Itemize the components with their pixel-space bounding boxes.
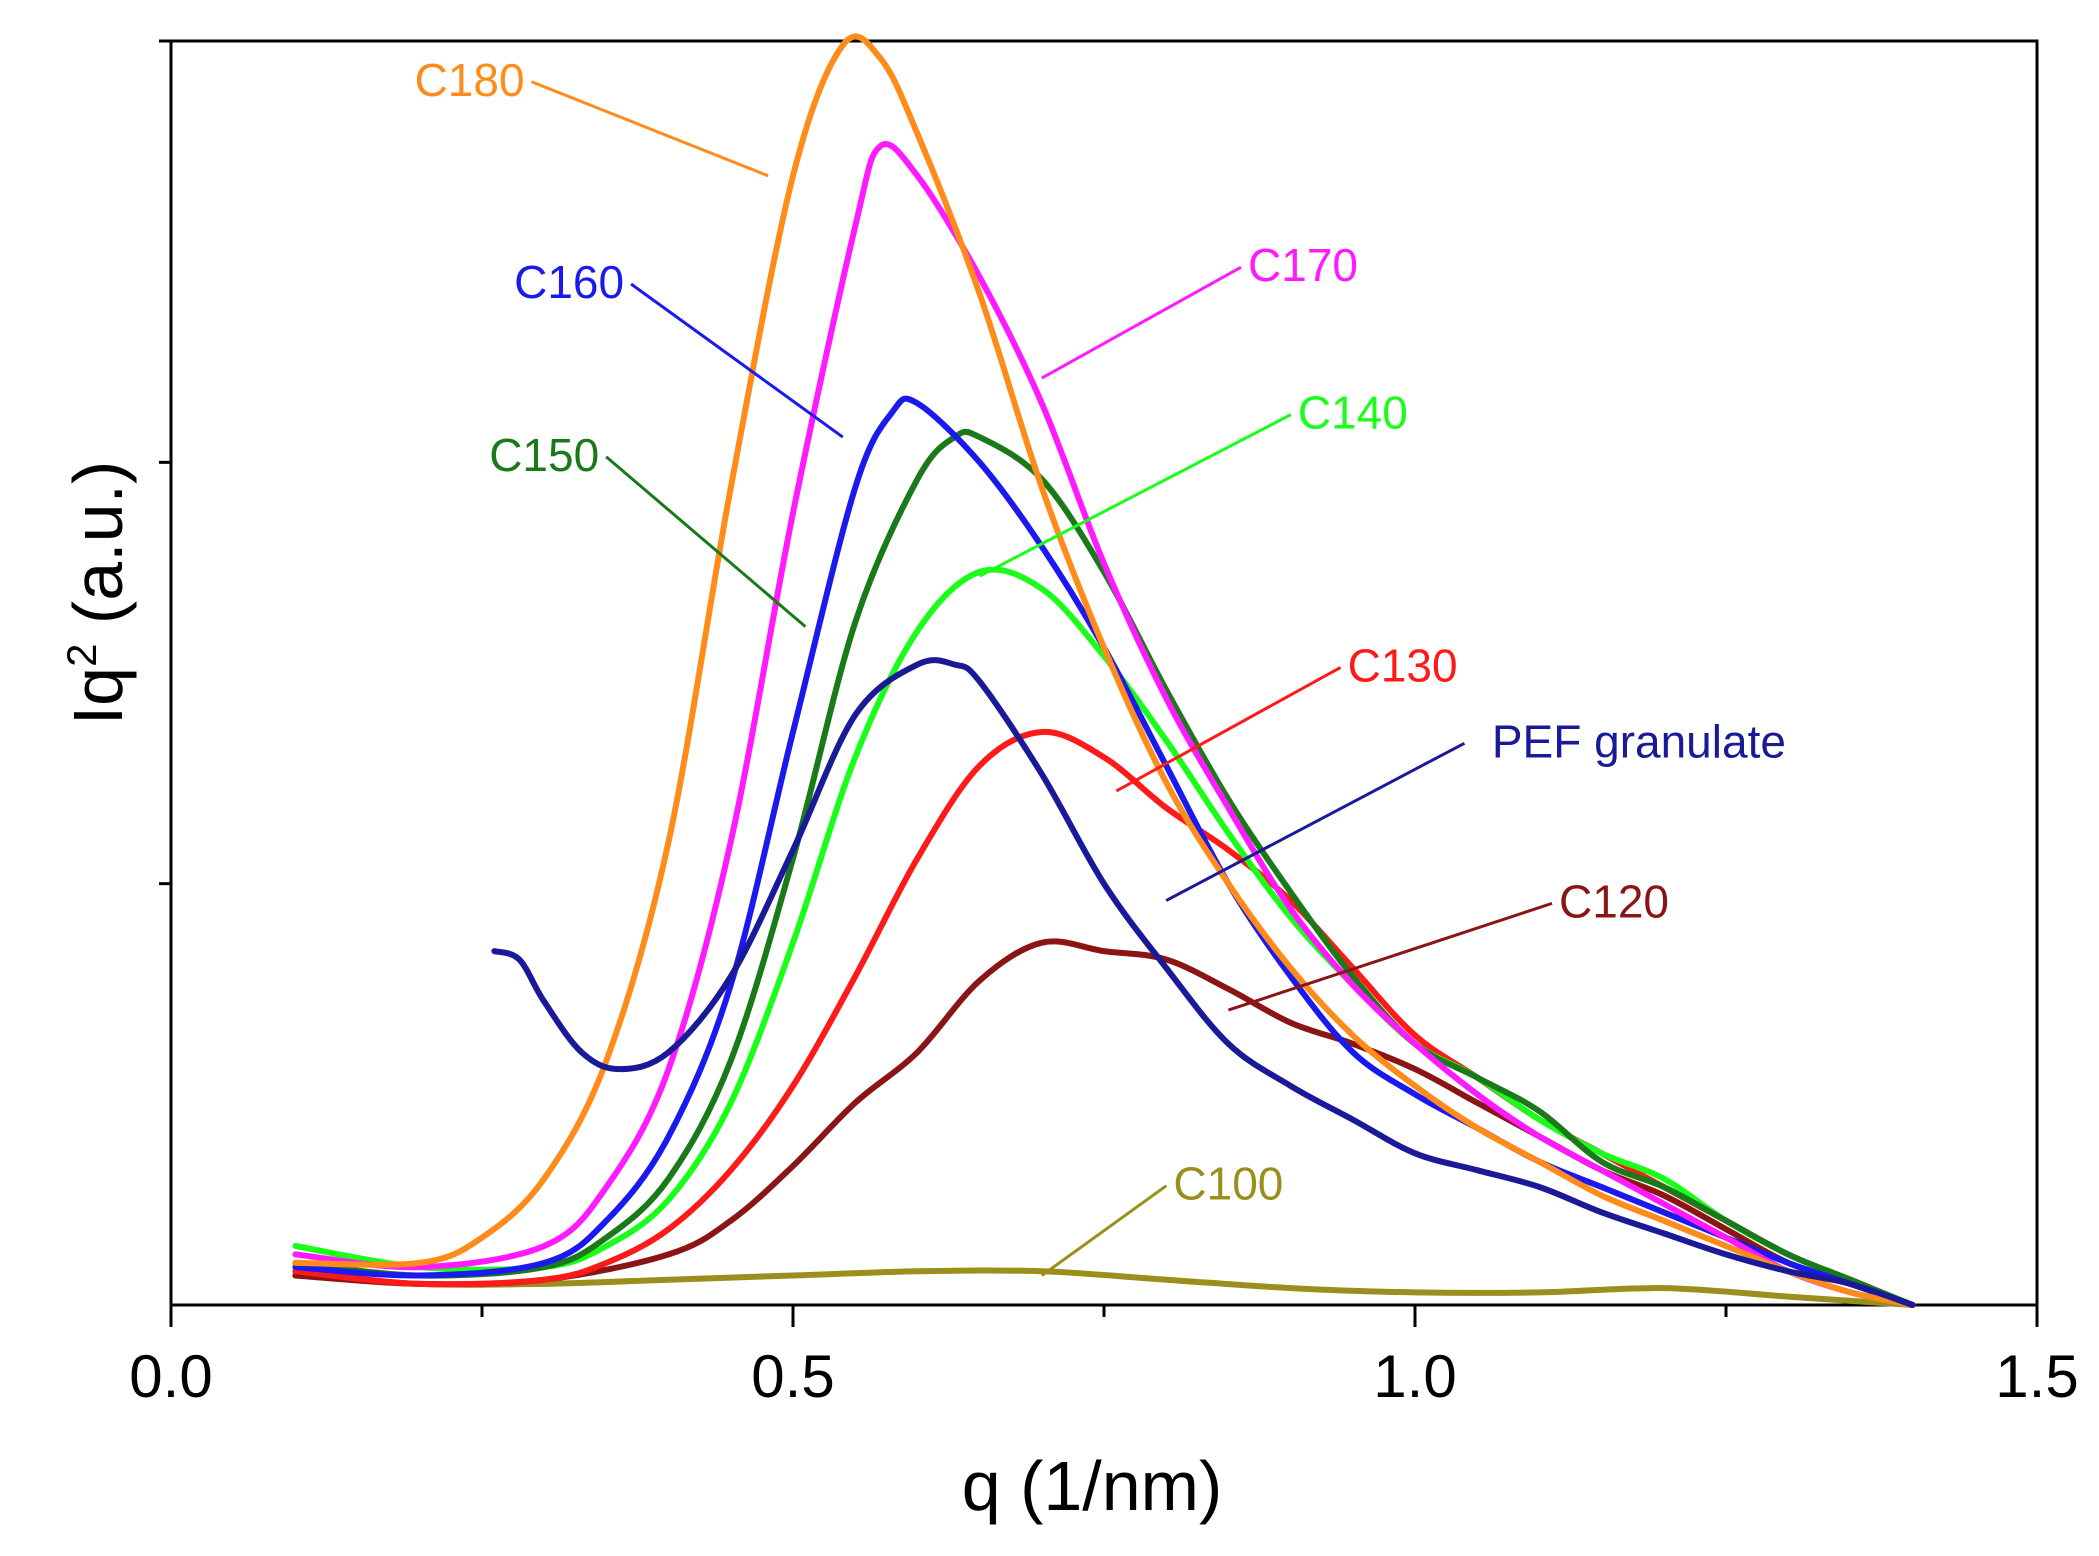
leader-line-c140 bbox=[978, 413, 1292, 578]
x-tick-label: 1.0 bbox=[1373, 1343, 1456, 1410]
y-axis-title-superscript: 2 bbox=[58, 644, 105, 667]
x-axis-title: q (1/nm) bbox=[962, 1447, 1223, 1525]
series-line-c150 bbox=[292, 428, 1916, 1308]
plot-area-border bbox=[169, 39, 2039, 1307]
series-label-c160: C160 bbox=[514, 256, 624, 308]
series-line-c130 bbox=[292, 728, 1916, 1308]
series-label-c120: C120 bbox=[1559, 875, 1669, 927]
series-label-c100: C100 bbox=[1173, 1158, 1283, 1210]
series-label-c140: C140 bbox=[1298, 387, 1408, 439]
series-label-c150: C150 bbox=[489, 429, 599, 481]
leader-line-pef-granulate bbox=[1165, 741, 1466, 902]
y-axis-title: Iq2 (a.u.) bbox=[58, 461, 137, 726]
series-line-pef-granulate bbox=[491, 657, 1916, 1308]
leader-line-c100 bbox=[1040, 1184, 1168, 1277]
series-label-c130: C130 bbox=[1348, 639, 1458, 691]
label-leaders bbox=[531, 80, 1553, 1277]
axis-ticks bbox=[159, 39, 2039, 1327]
x-tick-label: 0.0 bbox=[129, 1343, 212, 1410]
y-axis-title-rest: (a.u.) bbox=[59, 461, 137, 644]
series-line-c160 bbox=[292, 395, 1916, 1308]
leader-line-c150 bbox=[605, 455, 807, 628]
series-line-c140 bbox=[292, 566, 1916, 1308]
leader-line-c130 bbox=[1115, 666, 1342, 793]
leader-line-c180 bbox=[531, 80, 769, 178]
leader-line-c170 bbox=[1041, 265, 1242, 380]
leader-line-c120 bbox=[1227, 901, 1553, 1012]
leader-line-c160 bbox=[630, 282, 844, 439]
x-tick-label: 0.5 bbox=[751, 1343, 834, 1410]
y-axis-title-main: Iq bbox=[59, 667, 137, 725]
series-label-c170: C170 bbox=[1248, 239, 1358, 291]
series-line-c100 bbox=[292, 1267, 1916, 1308]
series-line-c180 bbox=[292, 33, 1916, 1308]
series-line-c170 bbox=[292, 141, 1916, 1308]
series-lines bbox=[292, 33, 1916, 1308]
series-label-pef-granulate: PEF granulate bbox=[1492, 715, 1786, 767]
series-labels: C100 C120 C130 C140 C150 C160 C170 C180 PEF gran… bbox=[415, 54, 1786, 1210]
series-label-c180: C180 bbox=[415, 54, 525, 106]
x-tick-label: 1.5 bbox=[1995, 1343, 2078, 1410]
axis-tick-labels: 0.0 0.5 1.0 1.5 bbox=[129, 1343, 2078, 1410]
plot-frame bbox=[169, 39, 2039, 1307]
series-line-c120 bbox=[292, 938, 1916, 1308]
